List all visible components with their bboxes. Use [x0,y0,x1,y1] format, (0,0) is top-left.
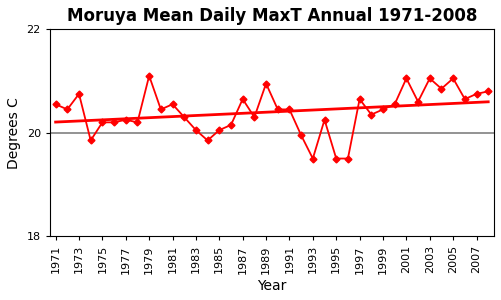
Y-axis label: Degrees C: Degrees C [7,97,21,169]
X-axis label: Year: Year [257,279,287,293]
Title: Moruya Mean Daily MaxT Annual 1971-2008: Moruya Mean Daily MaxT Annual 1971-2008 [67,7,477,25]
